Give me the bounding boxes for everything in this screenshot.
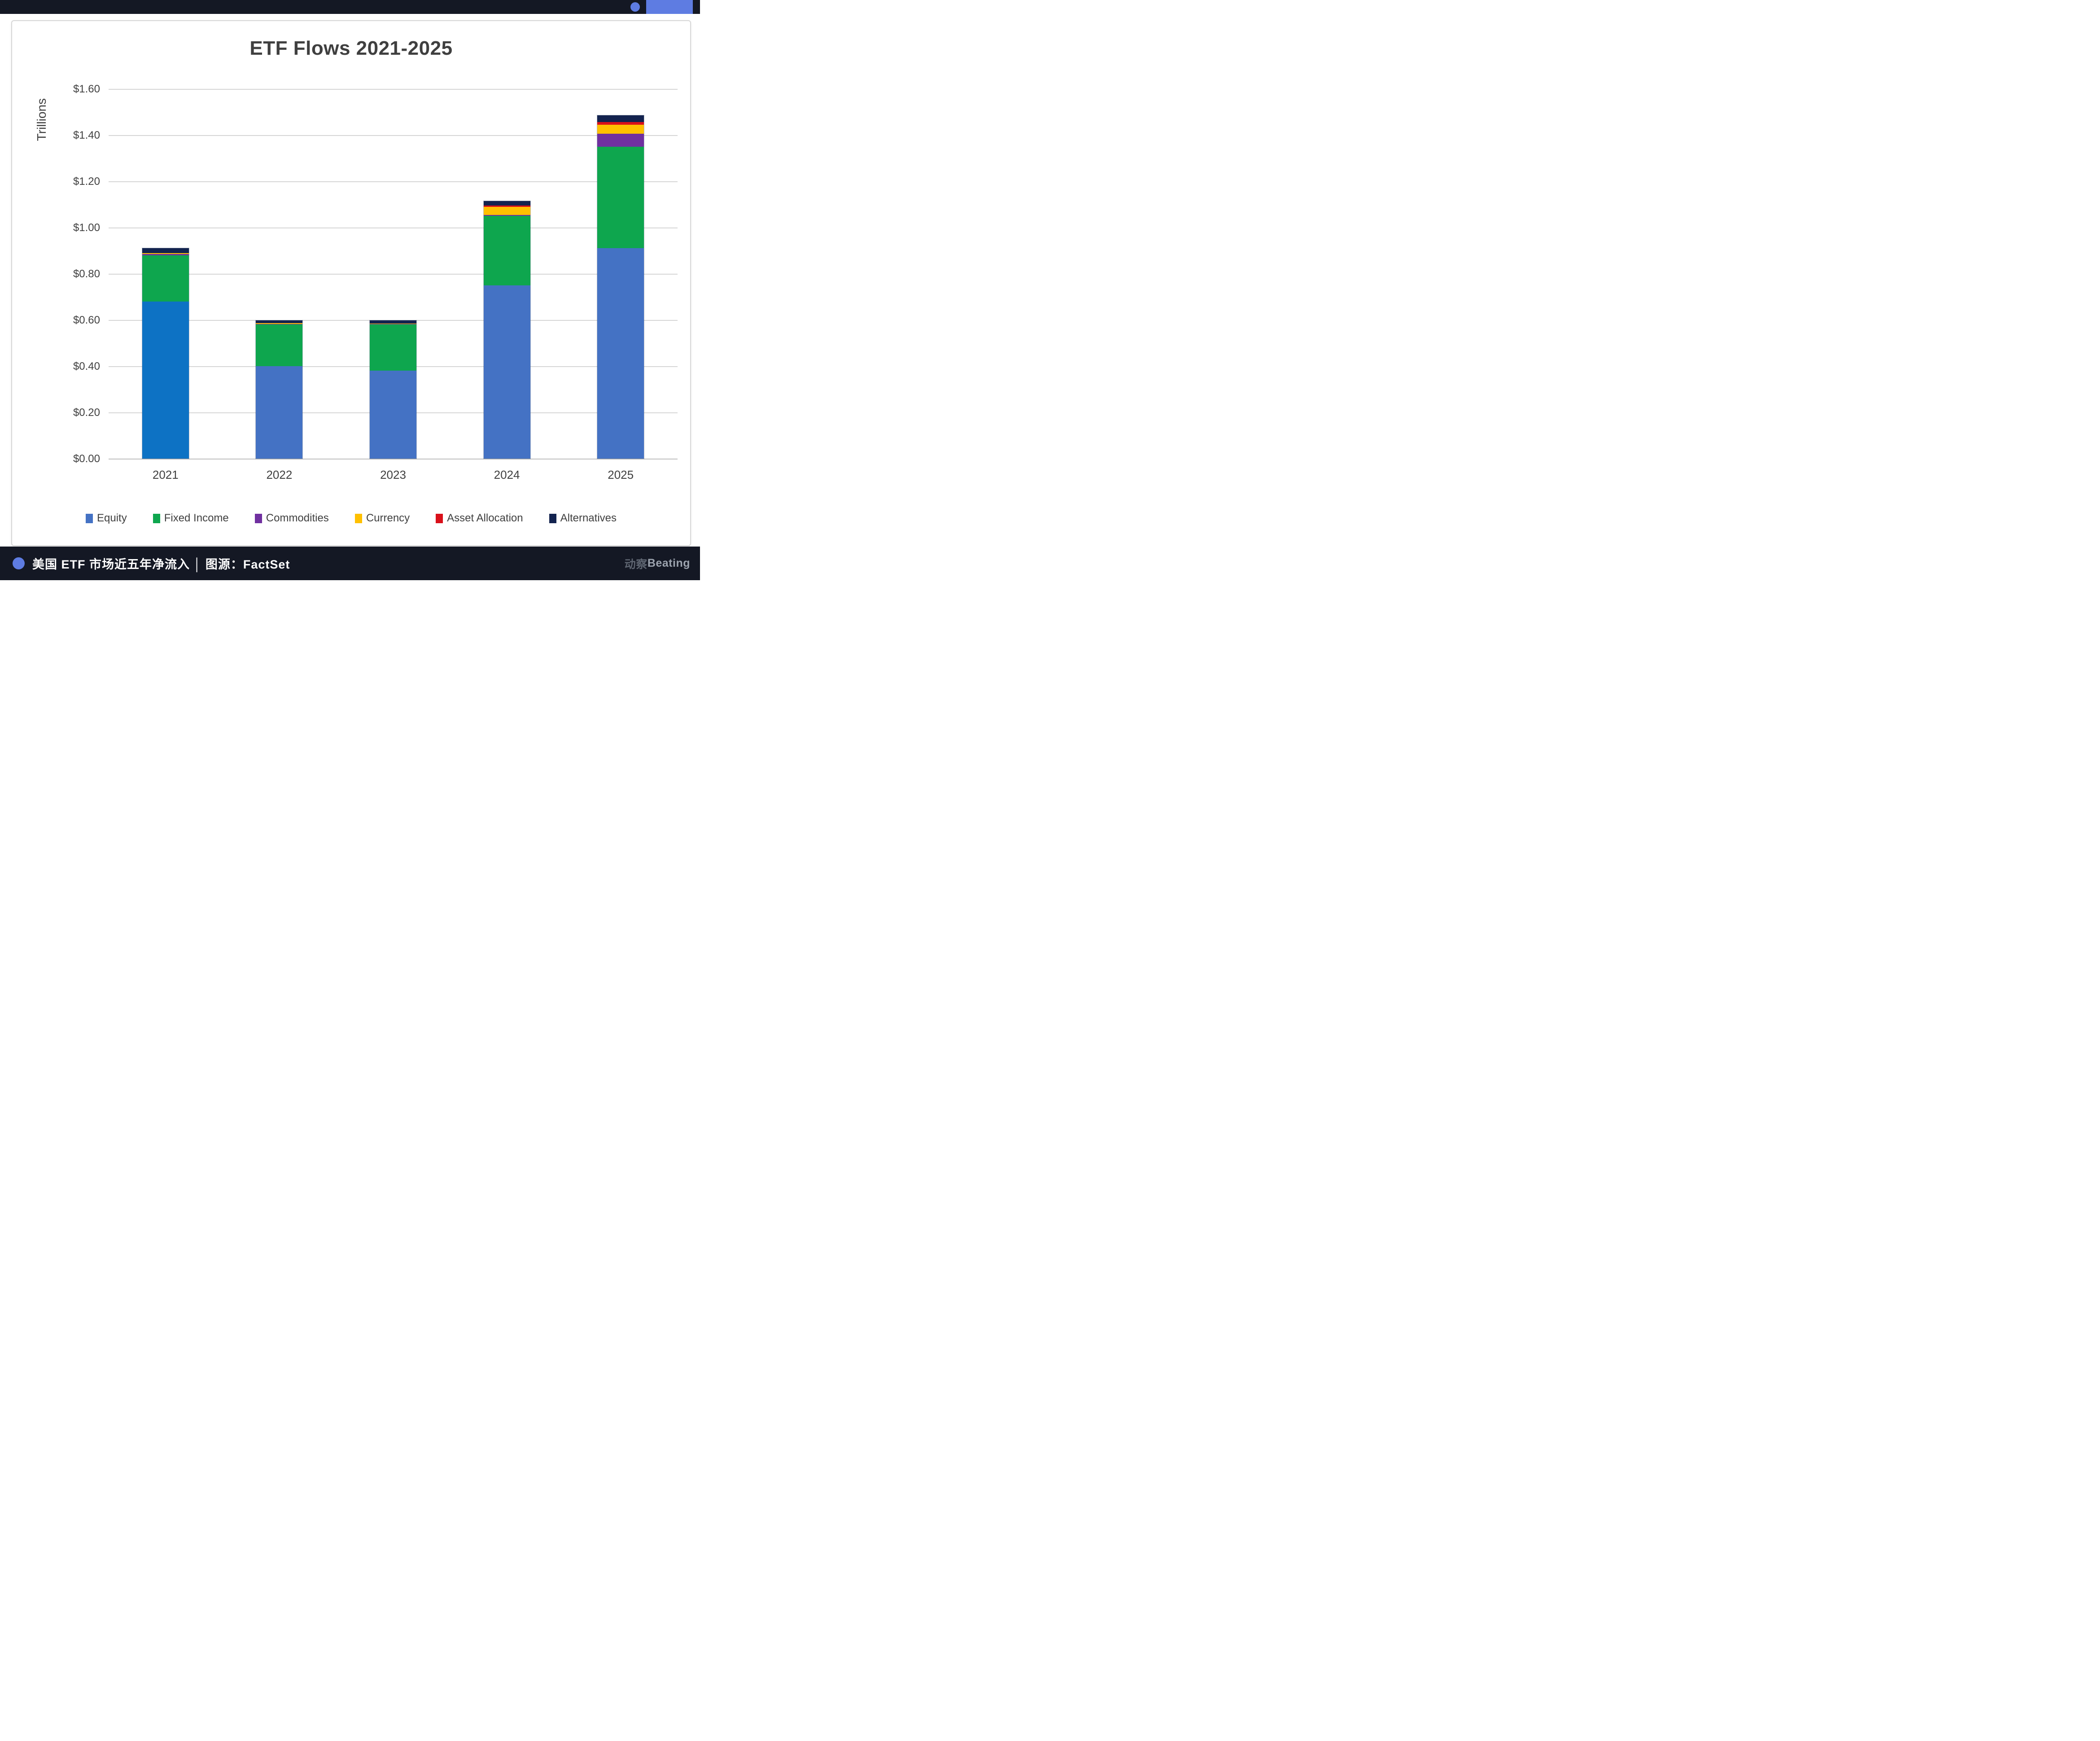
x-axis-label-2021: 2021: [152, 468, 179, 481]
chart-title: ETF Flows 2021-2025: [249, 37, 453, 59]
page: ETF Flows 2021-2025 Trillions $1.60 $1.40…: [0, 0, 700, 580]
segment-currency-2021: [142, 253, 189, 254]
footer-bar: 美国 ETF 市场近五年净流入 │ 图源：FactSet 动察 Beating: [0, 547, 700, 580]
segment-equity-2023: [370, 371, 416, 459]
segment-commodities-2024: [483, 214, 530, 216]
segment-commodities-2025: [597, 134, 644, 147]
y-axis-tick-label: $1.20: [73, 175, 100, 188]
y-axis-title: Trillions: [35, 98, 48, 141]
legend-item-equity: Equity: [86, 512, 127, 525]
x-axis-label-2022: 2022: [266, 468, 293, 481]
segment-commodities-2022: [256, 324, 303, 325]
segment-alternatives-2022: [256, 320, 303, 324]
brand-logo-en: Beating: [647, 557, 690, 569]
segment-currency-2022: [256, 323, 303, 324]
segment-alternatives-2025: [597, 115, 644, 122]
top-bar: [0, 0, 700, 14]
gridline: [109, 320, 678, 321]
plot-area: [109, 89, 678, 459]
segment-equity-2024: [483, 285, 530, 459]
y-axis-tick-label: $0.60: [73, 314, 100, 326]
legend-item-alternatives: Alternatives: [549, 512, 617, 525]
accent-rectangle: [646, 0, 693, 14]
brand-logo-cn: 动察: [624, 558, 648, 571]
legend-swatch-fixed-income-icon: [153, 513, 160, 523]
gridline: [109, 135, 678, 136]
x-axis-tick-labels: 2021 2022 2023 2024 2025: [109, 468, 678, 483]
segment-fixed-income-2024: [483, 216, 530, 285]
chart-panel: ETF Flows 2021-2025 Trillions $1.60 $1.40…: [11, 20, 691, 546]
y-axis-tick-label: $1.00: [73, 222, 100, 234]
segment-asset-allocation-2024: [483, 206, 530, 207]
gridline: [109, 89, 678, 90]
y-axis-tick-label: $1.60: [73, 83, 100, 95]
brand-logo: 动察 Beating: [625, 547, 690, 580]
legend-label: Currency: [366, 512, 410, 524]
segment-commodities-2021: [142, 254, 189, 255]
gridline: [109, 274, 678, 275]
segment-currency-2025: [597, 124, 644, 134]
caption-bullet-icon: [13, 557, 25, 569]
segment-alternatives-2023: [370, 320, 416, 324]
segment-fixed-income-2022: [256, 324, 303, 366]
bar-2025: [597, 115, 644, 459]
x-axis-label-2025: 2025: [608, 468, 634, 481]
legend-label: Equity: [97, 512, 127, 524]
legend-item-commodities: Commodities: [254, 512, 329, 525]
segment-asset-allocation-2025: [597, 122, 644, 125]
y-axis-tick-label: $0.20: [73, 407, 100, 419]
legend-label: Asset Allocation: [447, 512, 523, 524]
gridline: [109, 181, 678, 182]
y-axis-tick-labels: $1.60 $1.40 $1.20 $1.00 $0.80 $0.60 $0.40 $0.20…: [52, 83, 100, 465]
x-axis-label-2024: 2024: [494, 468, 520, 481]
accent-dot-icon: [630, 2, 640, 12]
legend-label: Alternatives: [560, 512, 617, 524]
bar-2021: [142, 248, 189, 459]
legend-swatch-currency-icon: [354, 513, 362, 523]
legend: Equity Fixed Income Commodities Currency Ass…: [12, 512, 690, 525]
segment-equity-2025: [597, 248, 644, 459]
segment-alternatives-2021: [142, 248, 189, 253]
legend-swatch-alternatives-icon: [549, 513, 556, 523]
segment-fixed-income-2021: [142, 255, 189, 302]
segment-equity-2021: [142, 301, 189, 459]
y-axis-tick-label: $0.00: [73, 453, 100, 465]
bar-2023: [370, 320, 416, 459]
y-axis-tick-label: $0.40: [73, 360, 100, 372]
segment-currency-2024: [483, 206, 530, 215]
legend-swatch-equity-icon: [86, 513, 93, 523]
caption-text: 美国 ETF 市场近五年净流入 │ 图源：FactSet: [32, 558, 290, 571]
bar-2024: [483, 201, 530, 459]
y-axis-tick-label: $1.40: [73, 129, 100, 141]
y-axis-tick-label: $0.80: [73, 268, 100, 280]
legend-label: Fixed Income: [164, 512, 229, 524]
legend-item-asset-allocation: Asset Allocation: [436, 512, 523, 525]
legend-item-currency: Currency: [354, 512, 410, 525]
segment-alternatives-2024: [483, 201, 530, 206]
x-axis-label-2023: 2023: [380, 468, 406, 481]
legend-swatch-commodities-icon: [254, 513, 262, 523]
gridline: [109, 227, 678, 228]
bar-2022: [256, 320, 303, 459]
segment-fixed-income-2023: [370, 324, 416, 371]
segment-fixed-income-2025: [597, 146, 644, 249]
legend-label: Commodities: [266, 512, 329, 524]
legend-item-fixed-income: Fixed Income: [153, 512, 229, 525]
segment-equity-2022: [256, 366, 303, 459]
legend-swatch-asset-allocation-icon: [436, 513, 443, 523]
